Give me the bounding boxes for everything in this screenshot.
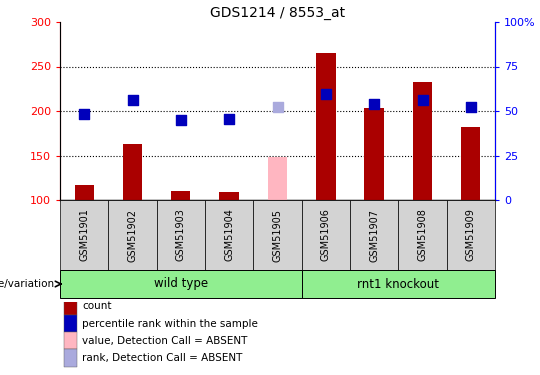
Bar: [302, 270, 495, 298]
Text: GSM51905: GSM51905: [273, 209, 282, 261]
Point: [418, 98, 427, 104]
Bar: [413, 82, 432, 200]
Bar: [64, 350, 77, 367]
Point: [370, 101, 379, 107]
Point: [273, 105, 282, 111]
Bar: [205, 200, 253, 270]
Bar: [268, 157, 287, 200]
Text: rank, Detection Call = ABSENT: rank, Detection Call = ABSENT: [82, 353, 242, 363]
Bar: [157, 200, 205, 270]
Title: GDS1214 / 8553_at: GDS1214 / 8553_at: [210, 6, 345, 20]
Text: GSM51904: GSM51904: [224, 209, 234, 261]
Bar: [64, 297, 77, 315]
Bar: [64, 315, 77, 332]
Text: GSM51906: GSM51906: [321, 209, 331, 261]
Text: genotype/variation: genotype/variation: [0, 279, 55, 289]
Point: [321, 91, 330, 97]
Bar: [171, 191, 191, 200]
Text: count: count: [82, 301, 112, 311]
Bar: [399, 200, 447, 270]
Text: wild type: wild type: [154, 278, 208, 291]
Text: value, Detection Call = ABSENT: value, Detection Call = ABSENT: [82, 336, 247, 346]
Bar: [253, 200, 302, 270]
Bar: [364, 108, 384, 200]
Text: GSM51907: GSM51907: [369, 209, 379, 261]
Text: GSM51909: GSM51909: [466, 209, 476, 261]
Bar: [461, 127, 481, 200]
Bar: [109, 200, 157, 270]
Bar: [447, 200, 495, 270]
Bar: [219, 192, 239, 200]
Point: [128, 98, 137, 104]
Bar: [60, 200, 109, 270]
Bar: [75, 185, 94, 200]
Bar: [302, 200, 350, 270]
Bar: [316, 53, 335, 200]
Text: GSM51903: GSM51903: [176, 209, 186, 261]
Bar: [123, 144, 142, 200]
Bar: [64, 332, 77, 350]
Point: [467, 105, 475, 111]
Text: GSM51902: GSM51902: [127, 209, 138, 261]
Text: GSM51901: GSM51901: [79, 209, 89, 261]
Point: [177, 117, 185, 123]
Point: [80, 111, 89, 117]
Point: [225, 116, 233, 122]
Bar: [60, 270, 302, 298]
Text: GSM51908: GSM51908: [417, 209, 428, 261]
Text: rnt1 knockout: rnt1 knockout: [357, 278, 440, 291]
Bar: [350, 200, 399, 270]
Text: percentile rank within the sample: percentile rank within the sample: [82, 319, 258, 328]
